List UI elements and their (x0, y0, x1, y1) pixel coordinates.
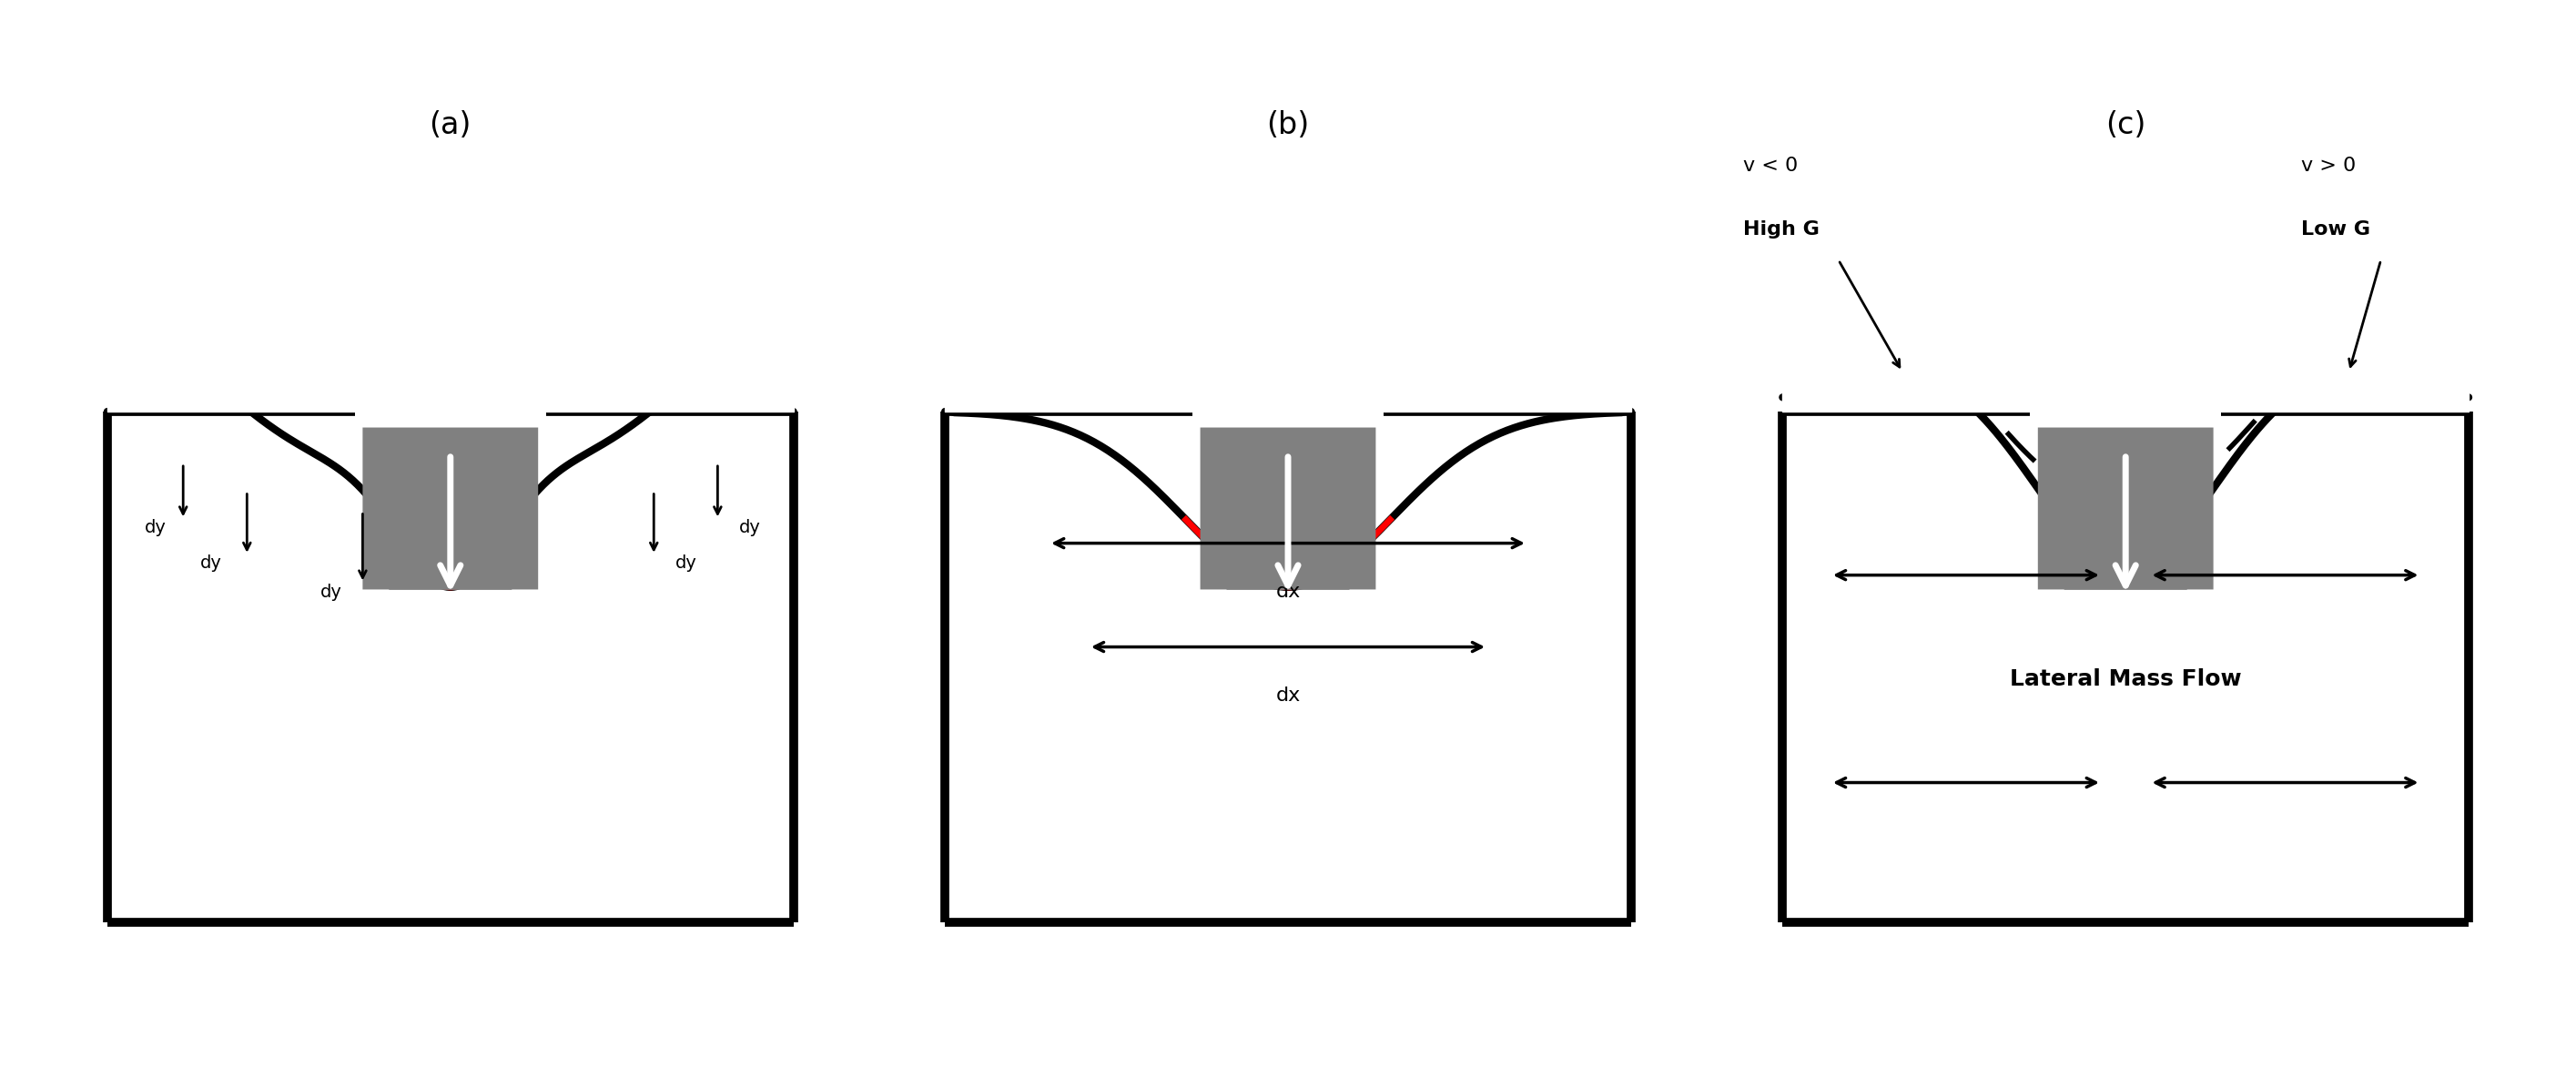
Text: (c): (c) (2105, 110, 2146, 140)
Text: v < 0: v < 0 (1744, 156, 1798, 175)
Text: dy: dy (144, 519, 165, 536)
Polygon shape (363, 428, 538, 590)
Text: dy: dy (319, 584, 343, 602)
Text: Lateral Mass Flow: Lateral Mass Flow (2009, 668, 2241, 690)
Text: dx: dx (1275, 583, 1301, 602)
Text: dy: dy (739, 519, 760, 536)
Text: Low G: Low G (2300, 220, 2370, 238)
Text: v > 0: v > 0 (2300, 156, 2357, 175)
Polygon shape (1200, 428, 1376, 590)
Text: (a): (a) (430, 110, 471, 140)
Text: High G: High G (1744, 220, 1819, 238)
Text: dy: dy (201, 554, 222, 571)
Text: (b): (b) (1267, 110, 1309, 140)
Text: dy: dy (675, 554, 696, 571)
Polygon shape (2038, 428, 2213, 590)
Text: dx: dx (1275, 687, 1301, 705)
